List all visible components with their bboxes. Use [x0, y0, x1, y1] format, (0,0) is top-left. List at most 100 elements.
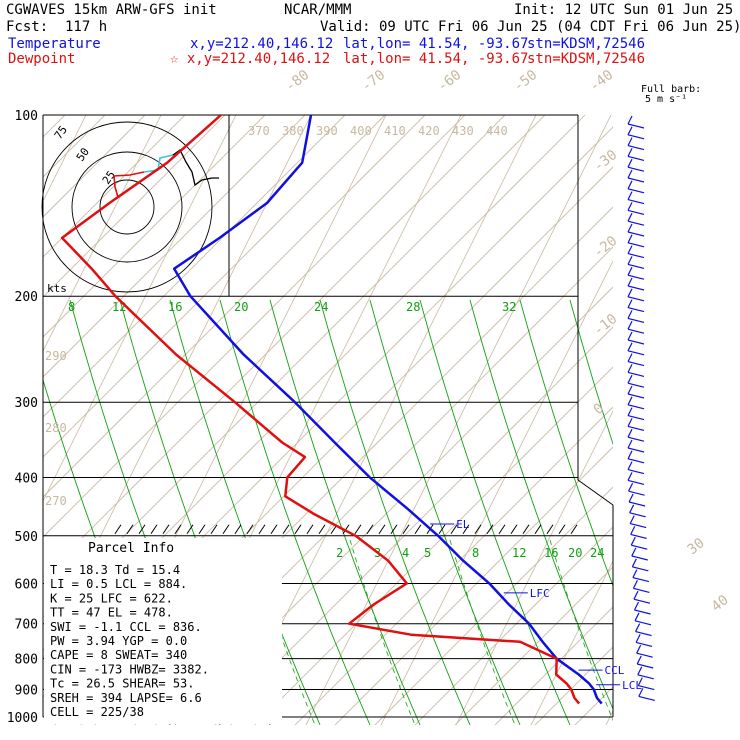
dry-adiabat-line	[43, 115, 346, 418]
isotherm-line	[530, 560, 613, 725]
wind-barb-flag	[629, 504, 635, 514]
theta-label: 430	[452, 124, 474, 138]
hodograph-trace-low	[113, 171, 145, 198]
pressure-tick-label: 200	[15, 290, 38, 305]
dry-adiabat-line	[720, 0, 740, 740]
wind-barb-flag	[627, 126, 633, 136]
wind-barb-flag	[636, 644, 642, 654]
isotherm-label: -20	[591, 233, 621, 261]
wind-barb	[627, 328, 645, 334]
wind-barb	[634, 609, 651, 615]
wind-barb-flag	[627, 385, 633, 395]
wind-barb	[627, 166, 645, 172]
wind-barb-flag	[627, 137, 633, 146]
hatch-mark	[210, 524, 218, 535]
dewpoint-latlon: lat,lon= 41.54, -93.67	[343, 51, 529, 67]
wind-barb-flag	[627, 234, 633, 244]
mixing-ratio-line	[419, 299, 571, 725]
hatch-mark	[522, 524, 530, 535]
temperature-legend: Temperature	[8, 36, 101, 52]
hatch-mark	[186, 524, 194, 535]
mixing-ratio-label: 12	[112, 300, 126, 314]
wind-barb-flag	[632, 580, 638, 589]
wind-barb	[627, 242, 645, 248]
hatch-mark	[402, 524, 410, 535]
temperature-location: x,y=212.40,146.12	[190, 36, 334, 52]
parcel-info-row: SREH = 394 LAPSE= 6.6	[50, 691, 202, 705]
pressure-tick-label: 400	[15, 471, 38, 486]
wind-barb	[637, 663, 654, 669]
hatch-mark	[306, 524, 314, 535]
theta-label: 390	[316, 124, 338, 138]
wind-barb-flag	[627, 439, 633, 449]
hodograph-ring-label: 50	[74, 145, 92, 163]
wind-barb-flag	[627, 353, 633, 362]
wind-barb	[627, 123, 645, 129]
parcel-info-row: T = 18.3 Td = 15.4	[50, 563, 180, 577]
wind-barb	[627, 296, 645, 302]
wind-barb	[634, 620, 652, 626]
wind-barb	[631, 555, 648, 561]
theta-label: 290	[45, 349, 67, 363]
wind-barb-flag	[628, 493, 634, 503]
forecast-hour: Fcst: 117 h	[6, 19, 108, 35]
hodograph-ring	[99, 179, 155, 235]
hodograph-ring	[71, 151, 183, 263]
wind-barb	[633, 598, 651, 604]
hatch-mark	[258, 524, 266, 535]
mixing-ratio-label: 24	[590, 546, 604, 560]
wind-barb-flag	[627, 320, 633, 330]
wind-barb	[633, 587, 650, 593]
level-marker-label: LFC	[530, 587, 550, 600]
isotherm-label: 30	[685, 535, 708, 558]
wind-barb	[637, 674, 654, 680]
wind-barb	[630, 523, 647, 529]
wind-barb-flag	[627, 396, 633, 406]
hatch-mark	[510, 524, 518, 535]
hatch-mark	[534, 524, 542, 535]
parcel-info-title: Parcel Info	[88, 541, 174, 556]
dry-adiabat-line	[574, 686, 613, 725]
parcel-info-row: CELL = 225/38	[50, 705, 144, 719]
wind-barb	[627, 177, 645, 183]
mixing-ratio-line	[169, 299, 321, 725]
isotherm-label: 40	[709, 592, 732, 615]
wind-barb	[627, 371, 645, 377]
wind-barb	[627, 425, 645, 431]
dry-adiabat-line	[254, 366, 613, 725]
wind-barb	[627, 350, 645, 356]
hatch-mark	[558, 524, 566, 535]
mixing-ratio-label: 32	[502, 300, 516, 314]
dry-adiabat-line	[374, 486, 613, 725]
wind-barb-flag	[629, 515, 635, 524]
isotherm-label: -50	[511, 67, 541, 95]
wind-barb-flag	[627, 202, 633, 211]
theta-label: 420	[418, 124, 440, 138]
wind-barb	[630, 533, 647, 539]
wind-barb	[632, 566, 649, 572]
right-frame	[577, 479, 614, 506]
wind-barb-flag	[627, 472, 633, 481]
parcel-info-row: TT = 47 EL = 478.	[50, 606, 173, 620]
isotherm-label: -10	[591, 311, 621, 339]
wind-barb-flag	[637, 677, 643, 686]
wind-barb-flag	[632, 569, 638, 578]
wind-barb	[627, 415, 645, 421]
wind-barb	[627, 447, 645, 453]
wind-barb-flag	[627, 450, 633, 460]
hatch-mark	[138, 524, 146, 535]
hatch-mark	[570, 524, 578, 535]
moist-adiabat-line	[549, 539, 613, 722]
parcel-info-row: PW = 3.94 YGP = 0.0	[50, 634, 187, 648]
wind-barb	[627, 145, 645, 151]
moist-adiabat-line	[449, 539, 516, 725]
hatch-mark	[174, 524, 182, 535]
hatch-mark	[438, 524, 446, 535]
wind-barb-flag	[628, 482, 634, 492]
wind-barb	[627, 285, 645, 291]
mixing-ratio-label: 5	[424, 546, 431, 560]
pressure-tick-label: 600	[15, 577, 38, 592]
parcel-info-row: Tc = 26.5 SHEAR= 53.	[50, 677, 195, 691]
wind-barb	[635, 641, 653, 647]
